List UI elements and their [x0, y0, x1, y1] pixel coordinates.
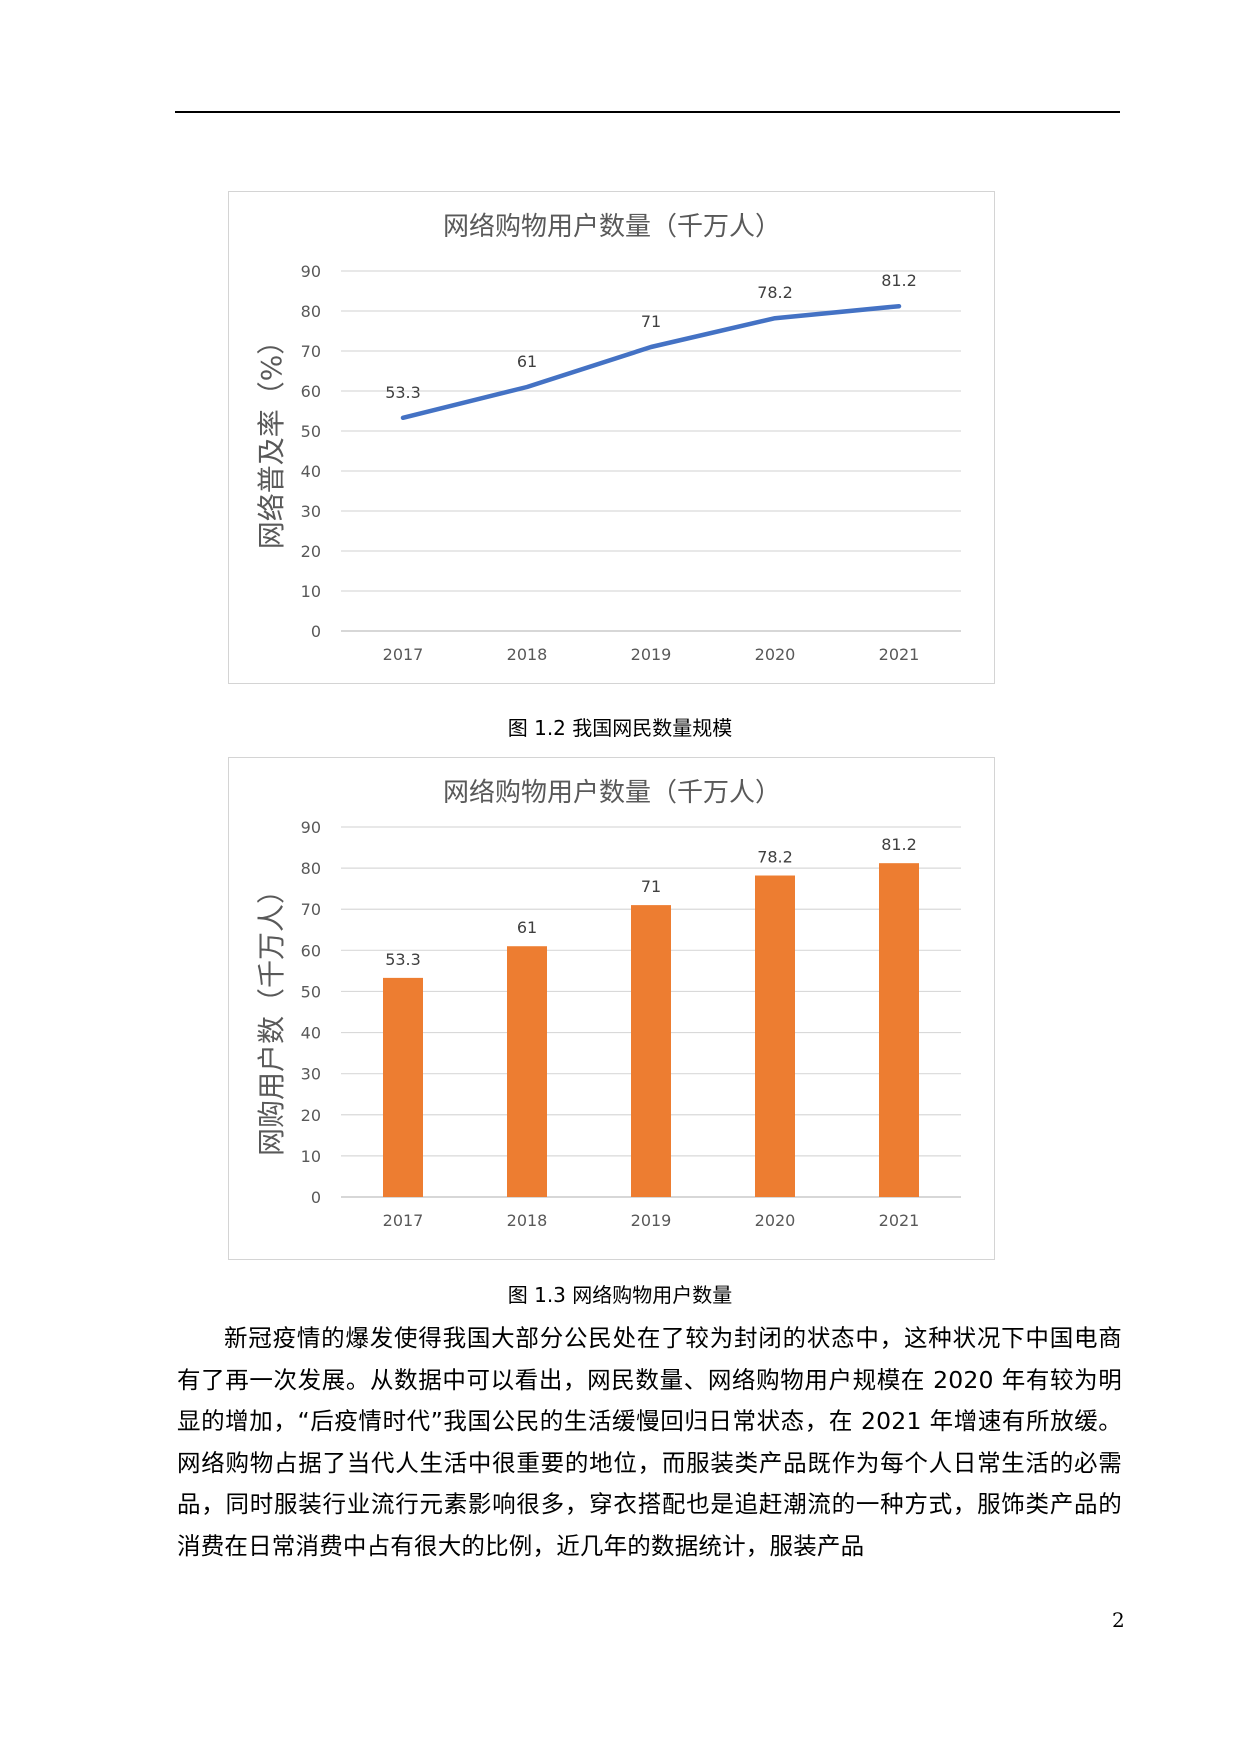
line-chart-svg: 网络购物用户数量（千万人） 网络普及率（%） 0 10 20 30 40 50 60 70 80…: [255, 212, 961, 664]
x-tick-label: 2017: [383, 645, 424, 664]
chart-title: 网络购物用户数量（千万人）: [443, 778, 781, 808]
bar: [755, 875, 795, 1197]
y-tick-label: 90: [301, 262, 321, 281]
x-tick-label: 2019: [631, 645, 672, 664]
page-number: 2: [1112, 1608, 1125, 1632]
y-tick-label: 80: [301, 302, 321, 321]
data-label: 78.2: [757, 283, 793, 302]
y-tick-label: 70: [301, 900, 321, 919]
y-tick-label: 10: [301, 582, 321, 601]
figure-1-2-caption: 图 1.2 我国网民数量规模: [507, 716, 733, 740]
bar: [631, 905, 671, 1197]
data-label: 81.2: [881, 271, 917, 290]
header-rule: [175, 111, 1120, 113]
bar: [879, 863, 919, 1197]
figure-1-3-caption: 图 1.3 网络购物用户数量: [507, 1283, 733, 1307]
y-tick-label: 50: [301, 422, 321, 441]
data-label: 81.2: [881, 835, 917, 854]
y-tick-label: 60: [301, 941, 321, 960]
y-tick-label: 50: [301, 982, 321, 1001]
y-tick-label: 70: [301, 342, 321, 361]
y-axis-label: 网购用户数（千万人）: [255, 876, 288, 1156]
data-label: 71: [641, 877, 661, 896]
y-tick-label: 40: [301, 1024, 321, 1043]
y-tick-label: 60: [301, 382, 321, 401]
x-tick-label: 2017: [383, 1211, 424, 1230]
data-label: 53.3: [385, 383, 421, 402]
bar-chart-svg: 网络购物用户数量（千万人） 网购用户数（千万人） 0 10 20 30 40 50 60 70…: [255, 778, 961, 1230]
y-tick-label: 20: [301, 542, 321, 561]
data-label: 78.2: [757, 848, 793, 867]
x-tick-label: 2019: [631, 1211, 672, 1230]
data-label: 61: [517, 352, 537, 371]
bar: [507, 946, 547, 1197]
figure-1-3-bar-chart: 网络购物用户数量（千万人） 网购用户数（千万人） 0 10 20 30 40 50 60 70…: [228, 757, 995, 1260]
data-label: 71: [641, 312, 661, 331]
y-tick-label: 0: [311, 1188, 321, 1207]
y-tick-label: 30: [301, 1065, 321, 1084]
y-tick-label: 40: [301, 462, 321, 481]
data-label: 61: [517, 918, 537, 937]
y-tick-label: 80: [301, 859, 321, 878]
x-tick-label: 2021: [879, 1211, 920, 1230]
figure-1-2-line-chart: 网络购物用户数量（千万人） 网络普及率（%） 0 10 20 30 40 50 60 70 80…: [228, 191, 995, 684]
y-tick-label: 20: [301, 1106, 321, 1125]
y-tick-label: 30: [301, 502, 321, 521]
x-tick-label: 2020: [755, 1211, 796, 1230]
y-tick-label: 10: [301, 1147, 321, 1166]
x-tick-label: 2021: [879, 645, 920, 664]
chart-title: 网络购物用户数量（千万人）: [443, 212, 781, 242]
x-tick-label: 2018: [507, 1211, 548, 1230]
y-axis-label: 网络普及率（%）: [255, 327, 288, 550]
x-tick-label: 2020: [755, 645, 796, 664]
data-label: 53.3: [385, 950, 421, 969]
x-tick-label: 2018: [507, 645, 548, 664]
y-tick-label: 90: [301, 818, 321, 837]
bar: [383, 977, 423, 1197]
body-paragraph: 新冠疫情的爆发使得我国大部分公民处在了较为封闭的状态中，这种状况下中国电商有了再…: [177, 1324, 1122, 1560]
y-tick-label: 0: [311, 622, 321, 641]
